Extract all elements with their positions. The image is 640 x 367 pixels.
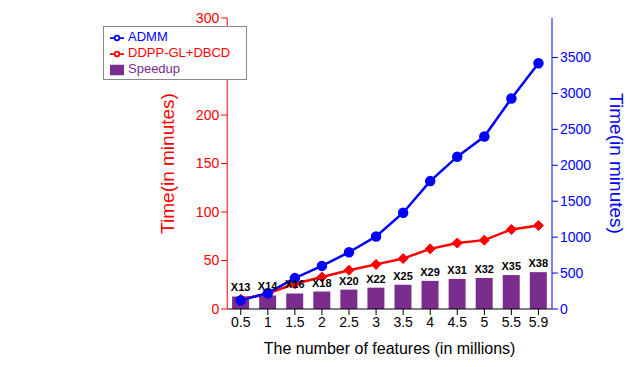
svg-text:The number of features (in mil: The number of features (in millions) [264, 340, 516, 357]
svg-text:5: 5 [480, 314, 488, 330]
svg-text:X25: X25 [393, 270, 413, 282]
svg-text:1.5: 1.5 [285, 314, 305, 330]
svg-text:X29: X29 [420, 266, 440, 278]
svg-text:2.5: 2.5 [339, 314, 359, 330]
svg-text:1500: 1500 [560, 193, 591, 209]
svg-text:200: 200 [196, 107, 220, 123]
svg-text:Time(in minutes): Time(in minutes) [606, 93, 627, 234]
html-text:Speedup: Speedup [128, 61, 181, 76]
svg-text:X13: X13 [231, 281, 251, 293]
svg-text:1: 1 [264, 314, 272, 330]
svg-text:5.5: 5.5 [502, 314, 522, 330]
svg-text:5.9: 5.9 [529, 314, 549, 330]
svg-text:Time(in minutes): Time(in minutes) [157, 93, 178, 234]
svg-text:50: 50 [204, 252, 220, 268]
html-text:ADMM: ADMM [128, 29, 168, 44]
svg-text:X22: X22 [366, 273, 386, 285]
svg-text:X35: X35 [501, 260, 521, 272]
svg-text:1000: 1000 [560, 229, 591, 245]
svg-text:0.5: 0.5 [231, 314, 251, 330]
svg-text:300: 300 [196, 10, 220, 26]
svg-text:3.5: 3.5 [393, 314, 413, 330]
svg-text:500: 500 [560, 265, 584, 281]
svg-text:2000: 2000 [560, 157, 591, 173]
svg-text:100: 100 [196, 204, 220, 220]
svg-text:3500: 3500 [560, 49, 591, 65]
svg-text:X16: X16 [285, 278, 305, 290]
svg-text:0: 0 [560, 301, 568, 317]
svg-text:X31: X31 [447, 264, 467, 276]
svg-text:0: 0 [211, 301, 219, 317]
svg-text:4.5: 4.5 [448, 314, 468, 330]
svg-text:X38: X38 [529, 257, 549, 269]
svg-text:4: 4 [426, 314, 434, 330]
svg-text:X32: X32 [474, 263, 494, 275]
svg-text:150: 150 [196, 155, 220, 171]
svg-text:3000: 3000 [560, 85, 591, 101]
svg-text:2: 2 [318, 314, 326, 330]
html-text:DDPP-GL+DBCD: DDPP-GL+DBCD [128, 45, 231, 60]
svg-text:X20: X20 [339, 275, 359, 287]
svg-text:3: 3 [372, 314, 380, 330]
svg-text:2500: 2500 [560, 121, 591, 137]
svg-text:250: 250 [196, 58, 220, 74]
svg-text:X14: X14 [258, 280, 278, 292]
svg-text:X18: X18 [312, 277, 332, 289]
